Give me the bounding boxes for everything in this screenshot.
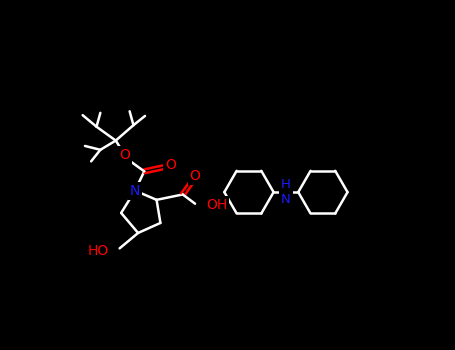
Text: O: O (190, 169, 201, 183)
Text: HO: HO (87, 244, 109, 258)
Text: OH: OH (206, 198, 227, 212)
Text: O: O (165, 158, 176, 172)
Text: H
N: H N (281, 178, 291, 206)
Text: N: N (130, 184, 140, 198)
Text: O: O (119, 148, 130, 162)
